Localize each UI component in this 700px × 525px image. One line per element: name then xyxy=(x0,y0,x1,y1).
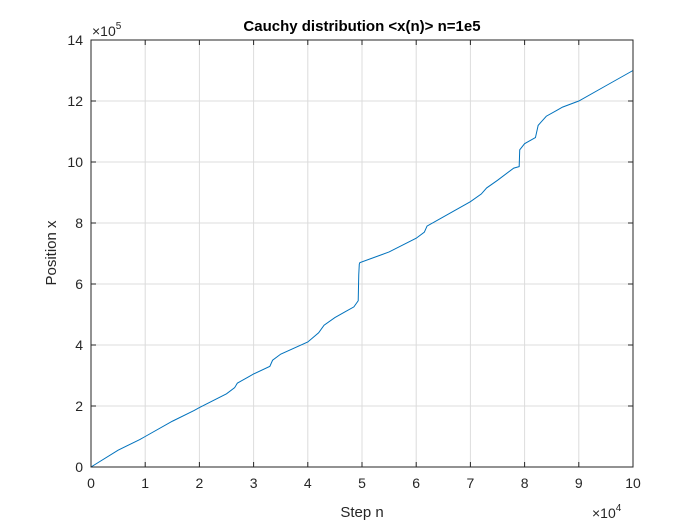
x-tick-label: 9 xyxy=(575,475,583,491)
y-axis-label: Position x xyxy=(43,220,60,286)
y-tick-label: 6 xyxy=(75,276,83,292)
x-tick-label: 0 xyxy=(87,475,95,491)
x-tick-label: 1 xyxy=(141,475,149,491)
x-axis-label: Step n xyxy=(340,504,383,521)
y-tick-label: 4 xyxy=(75,337,83,353)
grid xyxy=(91,40,633,467)
x-tick-label: 10 xyxy=(625,475,641,491)
y-tick-label: 0 xyxy=(75,459,83,475)
series-line xyxy=(90,70,634,468)
x-tick-labels: 0 1 2 3 4 5 6 7 8 9 10 xyxy=(87,475,641,491)
y-tick-labels: 0 2 4 6 8 10 12 14 xyxy=(67,32,83,475)
x-tick-label: 2 xyxy=(196,475,204,491)
y-tick-label: 12 xyxy=(67,93,83,109)
y-tick-label: 14 xyxy=(67,32,83,48)
ticks xyxy=(90,39,634,468)
x-tick-label: 7 xyxy=(467,475,475,491)
x-tick-label: 4 xyxy=(304,475,312,491)
x-exponent-label: ×104 xyxy=(592,503,622,521)
y-tick-label: 10 xyxy=(67,154,83,170)
x-tick-label: 5 xyxy=(358,475,366,491)
chart-title: Cauchy distribution <x(n)> n=1e5 xyxy=(243,18,480,35)
x-tick-label: 8 xyxy=(521,475,529,491)
y-exponent-label: ×105 xyxy=(92,21,122,39)
y-tick-label: 2 xyxy=(75,398,83,414)
x-tick-label: 3 xyxy=(250,475,258,491)
x-tick-label: 6 xyxy=(412,475,420,491)
y-tick-label: 8 xyxy=(75,215,83,231)
